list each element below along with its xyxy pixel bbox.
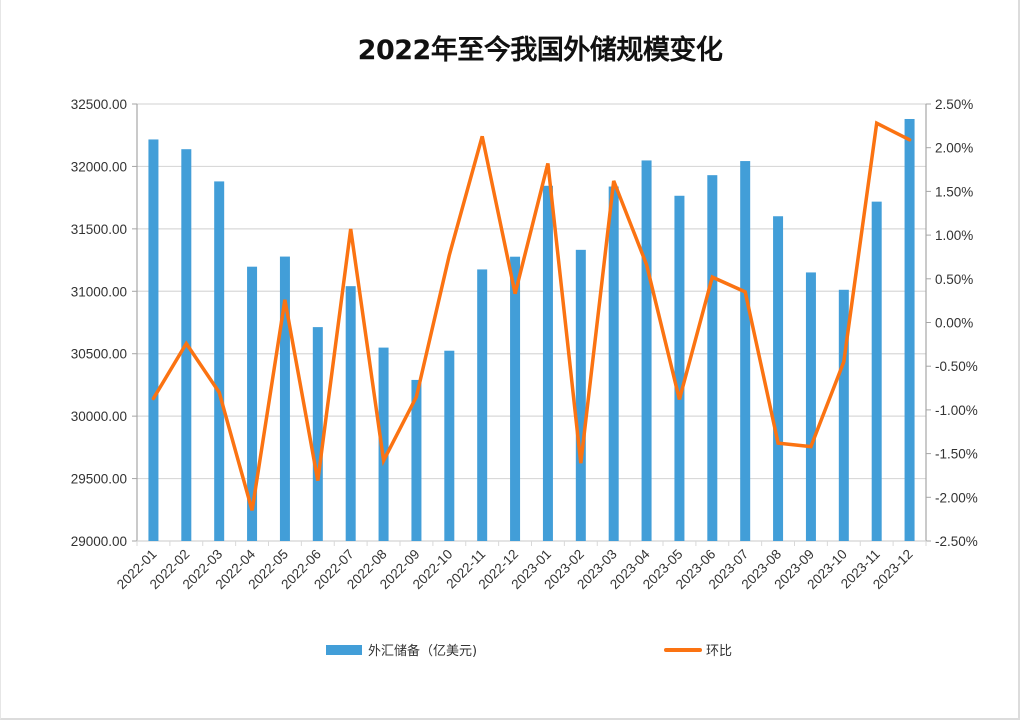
legend-item-reserves[interactable]: 外汇储备（亿美元) <box>326 640 477 659</box>
mom-line[interactable] <box>151 120 912 511</box>
left-axis-tick-label: 32000.00 <box>71 159 127 174</box>
bar[interactable] <box>148 139 159 542</box>
right-axis-tick-label: 2.50% <box>935 97 973 112</box>
bar[interactable] <box>608 186 619 541</box>
left-axis-tick-label: 30500.00 <box>71 347 127 362</box>
right-axis-tick-label: -0.50% <box>935 359 978 374</box>
bar[interactable] <box>542 185 553 541</box>
right-axis-tick-label: 1.50% <box>935 184 973 199</box>
legend-label-mom: 环比 <box>706 644 733 659</box>
right-axis-tick-label: -1.00% <box>935 403 978 418</box>
right-axis-tick-label: -2.00% <box>935 490 978 505</box>
left-axis-tick-label: 31000.00 <box>71 284 127 299</box>
legend-item-mom[interactable]: 环比 <box>664 640 732 659</box>
bar[interactable] <box>674 195 685 541</box>
left-axis-tick-label: 29000.00 <box>71 534 127 549</box>
bar[interactable] <box>805 272 816 541</box>
bar[interactable] <box>444 350 455 541</box>
bar[interactable] <box>279 256 290 541</box>
bar[interactable] <box>214 181 225 541</box>
chart-title: 2022年至今我国外储规模变化 <box>357 35 723 66</box>
right-axis-tick-label: -1.50% <box>935 447 978 462</box>
left-axis-tick-label: 29500.00 <box>71 472 127 487</box>
right-axis-tick-label: 0.50% <box>935 272 973 287</box>
bar[interactable] <box>838 289 849 541</box>
bar[interactable] <box>477 269 488 541</box>
right-axis-tick-label: -2.50% <box>935 534 978 549</box>
left-axis-tick-label: 31500.00 <box>71 222 127 237</box>
right-axis-tick-label: 0.00% <box>935 316 973 331</box>
left-axis-tick-label: 30000.00 <box>71 409 127 424</box>
bar[interactable] <box>312 327 323 541</box>
right-axis-tick-label: 2.00% <box>935 141 973 156</box>
bar[interactable] <box>345 286 356 541</box>
right-axis-tick-label: 1.00% <box>935 228 973 243</box>
legend: 外汇储备（亿美元) 环比 <box>0 640 1024 662</box>
bar[interactable] <box>575 249 586 542</box>
bar[interactable] <box>378 347 389 541</box>
bar[interactable] <box>247 266 258 541</box>
bar[interactable] <box>411 379 422 541</box>
line-swatch-icon <box>664 647 702 652</box>
bar[interactable] <box>871 201 882 541</box>
bar[interactable] <box>641 160 652 541</box>
bar[interactable] <box>904 118 915 542</box>
bar[interactable] <box>773 216 784 541</box>
bar[interactable] <box>707 175 718 541</box>
legend-label-reserves: 外汇储备（亿美元) <box>368 644 478 659</box>
bar-swatch-icon <box>326 644 362 655</box>
left-axis-tick-label: 32500.00 <box>71 97 127 112</box>
bar[interactable] <box>510 256 521 541</box>
bar[interactable] <box>740 161 751 542</box>
